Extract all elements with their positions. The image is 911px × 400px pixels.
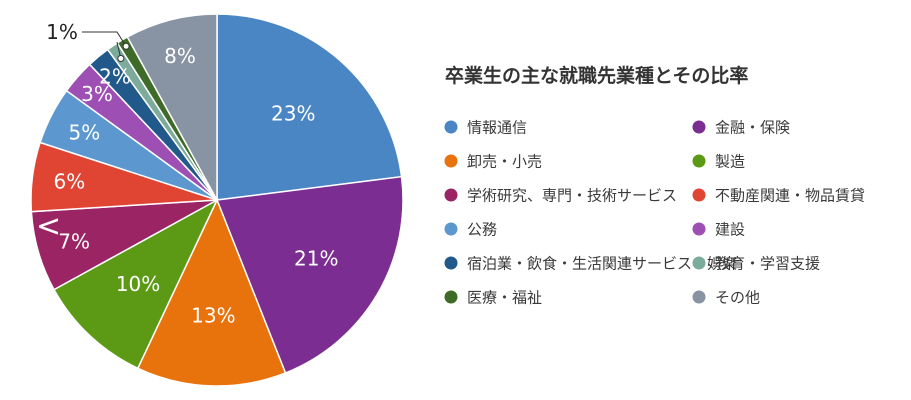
legend-swatch-12 bbox=[692, 290, 706, 304]
slice-label-11: 1% bbox=[46, 20, 78, 44]
leader-line-11 bbox=[82, 31, 127, 47]
pie-slice-4 bbox=[52, 198, 219, 370]
pie-slices bbox=[30, 13, 404, 387]
pie-slice-1 bbox=[216, 13, 403, 201]
legend-label-6: 不動産関連・物品賃貸 bbox=[715, 187, 865, 205]
legend-label-7: 公務 bbox=[467, 221, 497, 239]
slice-label-8: 3% bbox=[81, 82, 113, 106]
legend-swatch-10 bbox=[692, 256, 706, 270]
legend-label-3: 卸売・小売 bbox=[467, 153, 542, 171]
legend-swatch-3 bbox=[444, 154, 458, 168]
legend-label-5: 学術研究、専門・技術サービス bbox=[467, 187, 677, 205]
legend-swatch-5 bbox=[444, 188, 458, 202]
callout-chevron: < bbox=[36, 209, 61, 244]
legend-label-4: 製造 bbox=[715, 153, 745, 171]
legend-swatch-1 bbox=[444, 120, 458, 134]
legend-label-8: 建設 bbox=[715, 221, 745, 239]
legend-label-11: 医療・福祉 bbox=[467, 289, 542, 307]
leader-lines: 1% bbox=[46, 20, 130, 62]
legend-label-9: 宿泊業・飲食・生活関連サービス・娯楽 bbox=[467, 255, 737, 273]
pie-slice-3 bbox=[136, 198, 287, 387]
pie-slice-labels: 23% 21% 13% 10% 7% 6% 5% 3%2% 8% bbox=[54, 44, 339, 327]
legend-swatch-2 bbox=[692, 120, 706, 134]
chart-title: 卒業生の主な就職先業種とその比率 bbox=[445, 64, 748, 87]
legend-swatch-7 bbox=[444, 222, 458, 236]
slice-label-12: 8% bbox=[164, 44, 196, 68]
legend-label-10: 教育・学習支援 bbox=[715, 255, 820, 273]
legend-swatch-9 bbox=[444, 256, 458, 270]
legend-swatch-8 bbox=[692, 222, 706, 236]
slice-label-7: 5% bbox=[69, 120, 101, 144]
leader-dot-10 bbox=[117, 54, 125, 62]
legend-swatch-4 bbox=[692, 154, 706, 168]
slice-label-5: 7% bbox=[58, 230, 90, 254]
leader-dot-11 bbox=[122, 42, 130, 50]
legend-label-1: 情報通信 bbox=[467, 119, 527, 137]
slice-label-1: 23% bbox=[271, 101, 315, 125]
pie-slice-12 bbox=[126, 13, 218, 201]
pie-slice-2 bbox=[215, 175, 404, 374]
slice-label-3: 13% bbox=[191, 303, 235, 327]
legend-label-2: 金融・保険 bbox=[715, 119, 790, 137]
slice-label-2: 21% bbox=[294, 247, 338, 271]
slice-label-9: 2% bbox=[99, 65, 131, 89]
legend-swatch-6 bbox=[692, 188, 706, 202]
legend-label-12: その他 bbox=[715, 289, 760, 307]
slice-label-6: 6% bbox=[54, 169, 86, 193]
slice-label-4: 10% bbox=[116, 272, 160, 296]
legend-swatch-11 bbox=[444, 290, 458, 304]
